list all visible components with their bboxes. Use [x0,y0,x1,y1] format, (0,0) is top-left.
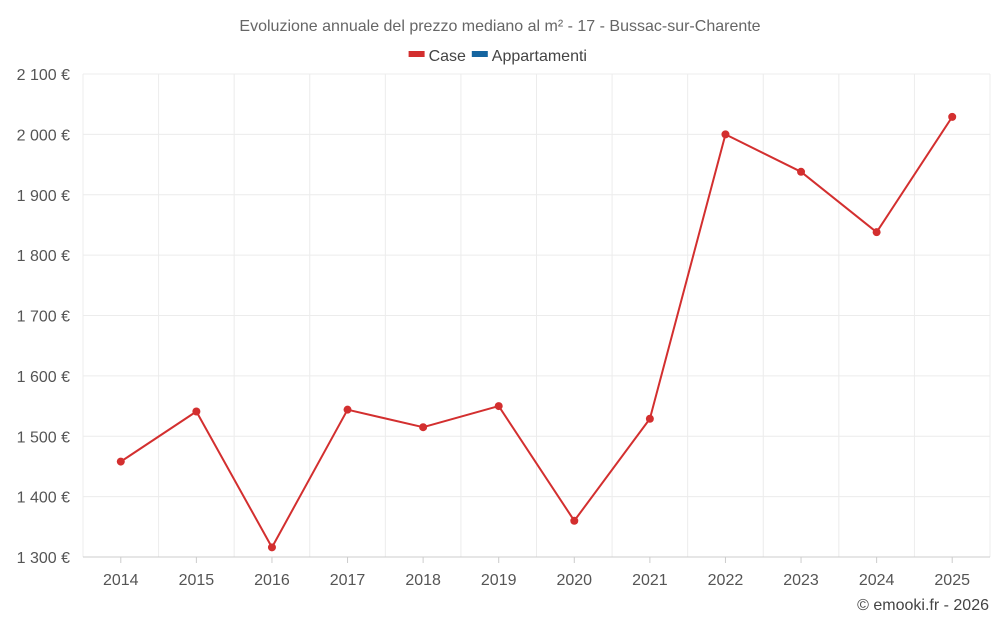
x-tick-label: 2021 [632,572,668,589]
data-point [721,130,730,139]
x-tick-label: 2015 [179,572,215,589]
data-point [797,167,806,176]
legend-swatch-case [408,51,425,57]
x-tick-label: 2023 [783,572,819,589]
x-tick-label: 2024 [859,572,895,589]
legend-label: Case [429,48,466,65]
legend-swatch-appartamenti [471,51,488,57]
data-point [645,414,654,423]
data-point [494,402,503,411]
y-tick-label: 1 400 € [17,490,70,507]
y-tick-label: 1 700 € [17,309,70,326]
y-tick-label: 1 500 € [17,429,70,446]
data-point [872,228,881,237]
data-point [267,543,276,552]
data-point [570,516,579,525]
x-tick-label: 2016 [254,572,290,589]
data-point [116,457,125,466]
x-tick-label: 2018 [405,572,441,589]
legend-label: Appartamenti [492,48,587,65]
data-point [192,407,201,416]
x-tick-label: 2022 [708,572,744,589]
y-tick-label: 1 800 € [17,248,70,265]
y-tick-label: 1 900 € [17,188,70,205]
x-axis: 2014 2015 2016 2017 2018 2019 2020 2021 2022 2023… [83,556,990,589]
grid [82,73,991,557]
chart-title: Evoluzione annuale del prezzo mediano al… [239,18,760,35]
x-tick-label: 2014 [103,572,139,589]
series-layer [116,112,957,552]
x-tick-label: 2025 [934,572,970,589]
x-tick-label: 2017 [330,572,366,589]
data-point [343,405,352,414]
data-point [948,112,957,121]
data-point [419,423,428,432]
legend: Case Appartamenti [408,48,587,65]
series-line-case [120,116,954,549]
y-tick-label: 1 300 € [17,550,70,567]
y-tick-label: 2 100 € [17,67,70,84]
x-tick-label: 2019 [481,572,517,589]
y-tick-label: 1 600 € [17,369,70,386]
y-tick-label: 2 000 € [17,127,70,144]
x-tick-label: 2020 [556,572,592,589]
credit-text: © emooki.fr - 2026 [857,597,989,614]
y-axis: 1 300 € 1 400 € 1 500 € 1 600 € 1 700 € 1 800… [17,67,70,567]
